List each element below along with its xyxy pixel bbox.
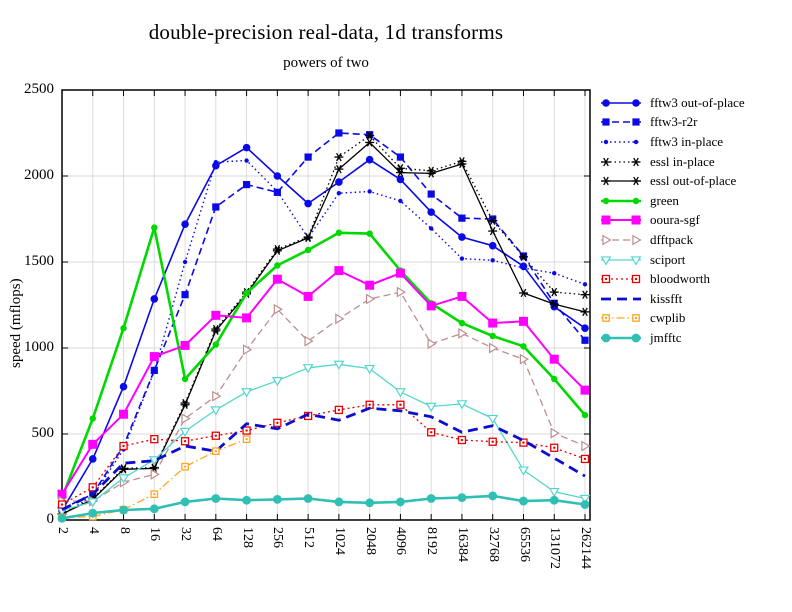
- legend-item: kissfft: [599, 289, 745, 309]
- legend-label: sciport: [650, 251, 686, 267]
- legend-item: cwplib: [599, 309, 745, 329]
- legend-label: dfftpack: [650, 231, 694, 247]
- legend-label: green: [650, 192, 679, 208]
- legend-line-sample: [601, 139, 641, 145]
- y-tick-label: 1500: [24, 253, 54, 269]
- legend-line-sample: [601, 215, 641, 225]
- y-tick-label: 2000: [24, 167, 54, 183]
- legend-label: cwplib: [650, 310, 686, 326]
- legend-line-sample: [601, 234, 642, 246]
- legend-item: green: [599, 191, 745, 211]
- y-tick-label: 1000: [24, 339, 54, 355]
- legend-label: essl out-of-place: [650, 173, 737, 189]
- legend-line-sample: [601, 274, 641, 284]
- legend: fftw3 out-of-place fftw3-r2r fftw3 in-plac…: [599, 93, 745, 348]
- chart-title: double-precision real-data, 1d transform…: [148, 20, 504, 44]
- legend-item: fftw3 in-place: [599, 132, 745, 152]
- legend-line-sample: [601, 176, 641, 186]
- legend-line-sample: [601, 98, 641, 107]
- legend-item: fftw3 out-of-place: [599, 93, 745, 113]
- legend-line-sample: [601, 333, 641, 343]
- y-tick-label: 2500: [24, 81, 54, 97]
- y-tick-label: 500: [31, 425, 55, 441]
- legend-label: fftw3 out-of-place: [650, 94, 745, 110]
- legend-item: essl out-of-place: [599, 171, 745, 191]
- legend-line-sample: [601, 118, 641, 126]
- legend-line-sample: [601, 297, 641, 301]
- legend-line-sample: [600, 255, 642, 266]
- legend-label: essl in-place: [650, 153, 715, 169]
- legend-line-sample: [601, 314, 641, 323]
- legend-item: fftw3-r2r: [599, 113, 745, 133]
- legend-label: fftw3 in-place: [650, 133, 724, 149]
- legend-item: sciport: [599, 250, 745, 270]
- legend-item: bloodworth: [599, 269, 745, 289]
- legend-item: jmfftc: [599, 328, 745, 348]
- legend-label: ooura-sgf: [650, 212, 700, 228]
- legend-line-sample: [601, 197, 641, 204]
- legend-label: kissfft: [650, 290, 683, 306]
- legend-item: dfftpack: [599, 230, 745, 250]
- legend-item: essl in-place: [599, 152, 745, 172]
- chart-subtitle: powers of two: [283, 55, 369, 71]
- legend-label: bloodworth: [650, 271, 710, 287]
- legend-item: ooura-sgf: [599, 211, 745, 231]
- y-tick-label: 0: [46, 511, 55, 527]
- legend-line-sample: [601, 157, 641, 166]
- legend-label: jmfftc: [650, 329, 682, 345]
- legend-label: fftw3-r2r: [650, 114, 698, 130]
